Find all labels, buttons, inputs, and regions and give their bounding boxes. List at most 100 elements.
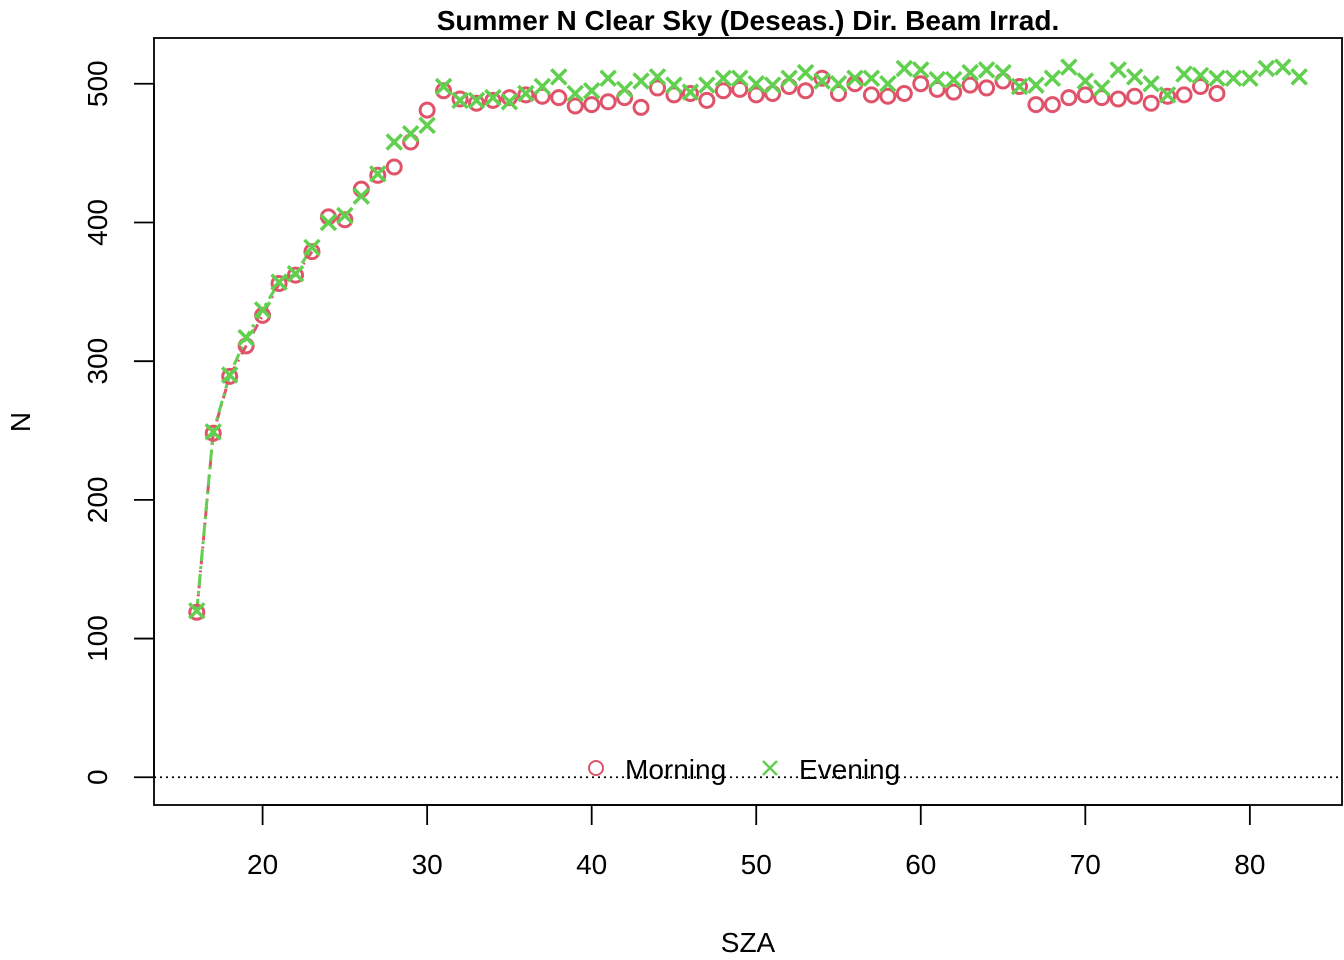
data-point-morning [221, 367, 239, 385]
data-point-morning [895, 84, 913, 102]
data-point-morning [1027, 96, 1045, 114]
data-point-evening [632, 72, 650, 90]
data-point-morning [1191, 78, 1209, 96]
data-point-evening [879, 75, 897, 93]
data-point-evening [1175, 65, 1193, 83]
data-point-evening [681, 83, 700, 101]
data-point-morning [369, 166, 387, 184]
data-point-evening [928, 70, 946, 89]
data-point-evening [977, 61, 996, 79]
data-point-evening [615, 80, 634, 99]
data-point-evening [220, 366, 239, 384]
data-point-evening [665, 76, 683, 94]
data-point-evening [188, 602, 206, 620]
data-point-morning [632, 98, 650, 116]
data-point-evening [1142, 75, 1160, 93]
data-point-morning [204, 424, 222, 442]
data-point-morning [517, 86, 535, 104]
data-point-evening [369, 165, 387, 183]
data-point-morning [928, 80, 946, 98]
data-point-evening [1125, 68, 1144, 86]
data-point-evening [829, 75, 848, 93]
data-point-morning [418, 101, 436, 119]
data-point-evening [747, 75, 765, 93]
x-tick-label: 30 [412, 849, 443, 880]
data-point-evening [1109, 61, 1127, 79]
data-point-evening [550, 68, 568, 86]
data-point-morning [1142, 94, 1160, 112]
data-point-evening [961, 63, 979, 82]
data-point-evening [336, 206, 354, 225]
x-tick-label: 50 [741, 849, 772, 880]
data-point-evening [286, 265, 305, 283]
data-point-morning [961, 76, 979, 94]
y-tick-label: 100 [82, 615, 113, 662]
data-point-morning [829, 84, 847, 102]
data-point-evening [648, 68, 667, 86]
data-point-morning [1159, 87, 1177, 105]
x-tick-label: 70 [1070, 849, 1101, 880]
data-point-morning [747, 86, 765, 104]
data-point-evening [714, 69, 733, 87]
y-tick-label: 500 [82, 60, 113, 107]
data-point-evening [385, 133, 403, 151]
data-point-evening [418, 116, 436, 135]
data-point-evening [204, 423, 222, 441]
data-point-evening [994, 63, 1012, 82]
x-axis: 20 30 40 50 60 70 80 [247, 804, 1265, 880]
data-point-evening [1076, 72, 1095, 90]
data-point-morning [1175, 86, 1193, 104]
x-tick-label: 40 [576, 849, 607, 880]
data-point-evening [1241, 69, 1259, 87]
data-point-morning [978, 79, 996, 97]
x-tick-label: 80 [1234, 849, 1265, 880]
data-point-evening [566, 84, 584, 103]
data-point-evening [1010, 77, 1029, 96]
data-point-morning [451, 90, 469, 108]
data-point-morning [336, 211, 354, 229]
data-point-morning [1126, 87, 1144, 105]
data-point-morning [681, 84, 699, 102]
data-point-morning [303, 243, 321, 261]
y-tick-label: 400 [82, 199, 113, 246]
data-point-evening [533, 77, 552, 96]
data-points-layer [188, 58, 1308, 621]
data-point-morning [500, 89, 518, 107]
data-point-evening [451, 91, 469, 110]
data-point-morning [270, 274, 288, 292]
y-tick-label: 0 [82, 769, 113, 785]
data-point-evening [253, 301, 272, 319]
data-point-morning [698, 91, 716, 109]
data-point-morning [879, 87, 897, 105]
data-point-evening [319, 213, 338, 232]
legend: Morning Evening [588, 754, 900, 785]
data-point-morning [1093, 89, 1111, 107]
data-point-evening [780, 69, 798, 87]
y-tick-label: 200 [82, 477, 113, 524]
legend-evening-label: Evening [799, 754, 900, 785]
data-point-morning [188, 603, 206, 621]
data-point-evening [270, 273, 288, 291]
legend-morning-label: Morning [625, 754, 726, 785]
data-point-morning [862, 86, 880, 104]
data-point-morning [435, 82, 453, 100]
data-point-morning [550, 89, 568, 107]
data-point-evening [763, 76, 782, 94]
data-point-evening [1257, 59, 1276, 78]
data-point-evening [1274, 58, 1292, 76]
data-point-morning [287, 266, 305, 284]
data-point-evening [237, 328, 255, 347]
data-point-morning [484, 91, 502, 109]
data-point-evening [1224, 69, 1243, 87]
data-point-evening [796, 63, 815, 82]
legend-evening-marker [762, 760, 778, 776]
data-point-evening [1208, 69, 1226, 87]
y-axis-label: N [5, 412, 36, 432]
data-point-evening [517, 84, 535, 103]
data-point-evening [813, 72, 831, 90]
data-point-evening [862, 69, 881, 87]
data-point-morning [813, 69, 831, 87]
data-point-morning [945, 83, 963, 101]
data-point-morning [1109, 90, 1127, 108]
data-point-morning [1076, 86, 1094, 104]
